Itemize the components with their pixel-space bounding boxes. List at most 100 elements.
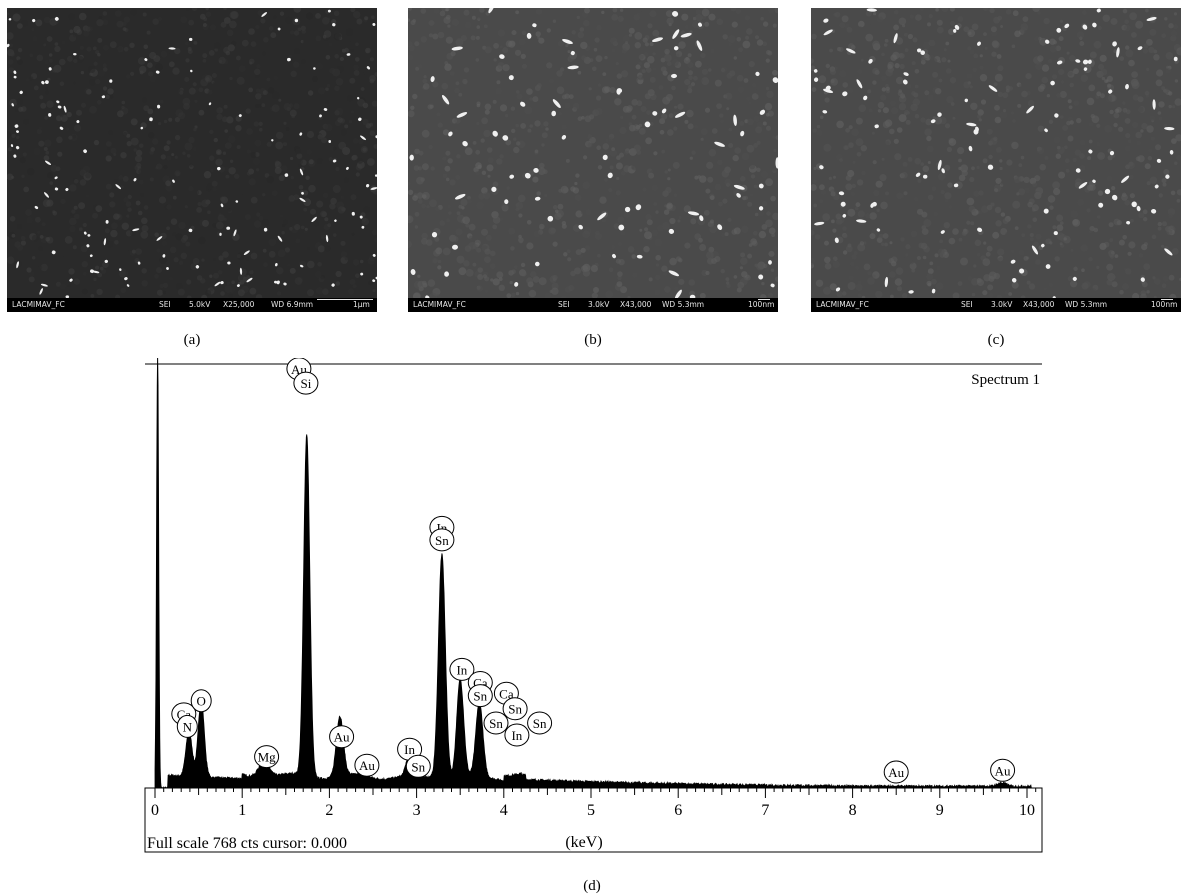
annotation-label: In <box>456 662 467 677</box>
spectrum-peak-10 <box>1000 783 1003 786</box>
sem-working-distance: WD 5.3mm <box>1065 300 1108 309</box>
sem-magnification: X43,000 <box>1023 300 1055 309</box>
annotation-circle <box>293 371 319 395</box>
spectrum-peak-7 <box>441 561 443 564</box>
x-tick-label-6: 6 <box>674 802 682 819</box>
annotation-label: In <box>404 742 415 757</box>
annotation-label: Sn <box>435 533 449 548</box>
x-tick-label-1: 1 <box>238 802 246 819</box>
x-axis-label: (keV) <box>565 834 602 851</box>
sem-scale-label: 100nm <box>748 300 775 309</box>
annotation-sn-17: Sn <box>483 711 509 735</box>
x-axis-ticks <box>154 788 1037 798</box>
full-scale-footer: Full scale 768 cts cursor: 0.000 <box>147 835 347 852</box>
x-tick-label-3: 3 <box>413 802 421 819</box>
annotation-circle <box>176 714 198 738</box>
x-tick-label-2: 2 <box>325 802 333 819</box>
annotation-label: In <box>511 728 522 743</box>
annotation-sn-14: Sn <box>467 684 493 708</box>
caption-b: (b) <box>584 332 602 348</box>
annotation-n-4: N <box>176 714 198 738</box>
sem-working-distance: WD 6.9mm <box>271 300 314 309</box>
x-tick-label-5: 5 <box>587 802 595 819</box>
annotation-au-21: Au <box>990 758 1016 782</box>
annotation-label: N <box>183 719 193 734</box>
annotation-label: Sn <box>473 689 487 704</box>
spectrum-peak-9 <box>478 713 481 715</box>
sem-magnification: X25,000 <box>223 300 255 309</box>
x-tick-label-8: 8 <box>849 802 857 819</box>
annotation-label: Au <box>334 730 350 745</box>
annotation-circle <box>502 697 528 721</box>
annotation-label: Au <box>888 765 904 780</box>
sem-lab-name: LACMIMAV_FC <box>12 300 65 309</box>
caption-d: (d) <box>583 878 601 894</box>
spectrum-peak-1 <box>188 741 190 744</box>
sem-info-bar-c: LACMIMAV_FC SEI 3.0kV X43,000 WD 5.3mm 1… <box>811 298 1181 312</box>
annotation-au-6: Au <box>329 725 355 749</box>
axis-box <box>144 787 1043 853</box>
x-axis-tick-labels: 0 1 2 3 4 5 6 7 8 9 10 <box>151 802 1035 819</box>
sem-image-b <box>408 8 778 301</box>
annotation-circle <box>990 758 1016 782</box>
caption-a: (a) <box>183 332 201 348</box>
annotation-label: Sn <box>489 716 503 731</box>
annotation-label: Ca <box>499 686 514 701</box>
annotation-label: Sn <box>411 759 425 774</box>
annotation-circle <box>429 528 455 552</box>
x-tick-label-0: 0 <box>151 802 159 819</box>
sem-info-bar-b: LACMIMAV_FC SEI 3.0kV X43,000 WD 5.3mm 1… <box>408 298 778 312</box>
annotation-sn-16: Sn <box>502 697 528 721</box>
sem-mode: SEI <box>961 300 973 309</box>
sem-mode: SEI <box>558 300 570 309</box>
annotation-label: Sn <box>533 716 547 731</box>
annotation-label: Mg <box>258 750 277 765</box>
annotation-label: Au <box>995 763 1011 778</box>
x-tick-label-9: 9 <box>936 802 944 819</box>
annotation-label: Si <box>300 376 311 391</box>
sem-panel-a: LACMIMAV_FC SEI 5.0kV X25,000 WD 6.9mm 1… <box>7 8 377 312</box>
x-tick-label-7: 7 <box>761 802 769 819</box>
annotation-in-19: In <box>504 723 530 747</box>
peak-markers <box>188 445 1003 786</box>
annotation-sn-9: Sn <box>405 754 431 778</box>
x-tick-label-4: 4 <box>500 802 508 819</box>
annotation-circle <box>883 760 909 784</box>
sem-voltage: 5.0kV <box>189 300 211 309</box>
sem-info-bar-a: LACMIMAV_FC SEI 5.0kV X25,000 WD 6.9mm 1… <box>7 298 377 312</box>
sem-panel-c: LACMIMAV_FC SEI 3.0kV X43,000 WD 5.3mm 1… <box>811 8 1181 312</box>
annotation-circle <box>405 754 431 778</box>
sem-scale-bar <box>1161 299 1173 300</box>
annotation-mg-5: Mg <box>254 745 280 769</box>
sem-lab-name: LACMIMAV_FC <box>413 300 466 309</box>
annotation-circle <box>527 711 553 735</box>
annotation-sn-18: Sn <box>527 711 553 735</box>
annotation-circle <box>449 657 475 681</box>
sem-panel-b: LACMIMAV_FC SEI 3.0kV X43,000 WD 5.3mm 1… <box>408 8 778 312</box>
annotation-circle <box>467 684 493 708</box>
annotation-label: O <box>197 694 206 709</box>
sem-image-c <box>811 8 1181 301</box>
sem-scale-bar <box>317 299 373 300</box>
annotation-circle <box>254 745 280 769</box>
sem-lab-name: LACMIMAV_FC <box>816 300 869 309</box>
x-tick-label-10: 10 <box>1019 802 1035 819</box>
sem-working-distance: WD 5.3mm <box>662 300 705 309</box>
annotation-circle <box>483 711 509 735</box>
sem-voltage: 3.0kV <box>991 300 1013 309</box>
caption-c: (c) <box>987 332 1005 348</box>
annotation-circle <box>354 753 380 777</box>
sem-scale-bar <box>758 299 770 300</box>
sem-image-a <box>7 8 377 301</box>
sem-scale-label: 1µm <box>353 300 370 309</box>
spectrum-peak-4 <box>305 445 308 447</box>
spectrum-peak-3 <box>263 770 265 772</box>
sem-scale-label: 100nm <box>1151 300 1178 309</box>
annotation-label: Au <box>359 758 375 773</box>
annotation-circle <box>504 723 530 747</box>
chart-title: Spectrum 1 <box>971 372 1040 388</box>
sem-voltage: 3.0kV <box>588 300 610 309</box>
annotation-circle <box>329 725 355 749</box>
annotation-au-7: Au <box>354 753 380 777</box>
